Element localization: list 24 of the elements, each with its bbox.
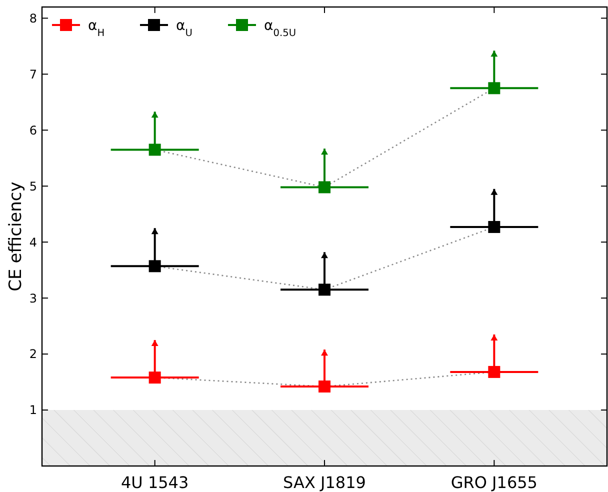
legend-label: α$_{U}$: [176, 18, 192, 38]
y-tick-label: 2: [29, 347, 37, 362]
point: [318, 380, 330, 393]
y-tick-label: 7: [29, 67, 37, 82]
point: [148, 144, 161, 156]
point: [318, 284, 330, 296]
x-tick-label: 4U 1543: [120, 473, 189, 492]
y-tick-label: 5: [29, 179, 37, 194]
y-tick-label: 1: [29, 403, 37, 418]
y-tick-label: 4: [29, 235, 37, 250]
x-tick-label: GRO J1655: [450, 473, 538, 492]
point: [488, 220, 500, 233]
legend-label: α$_{H}$: [88, 18, 105, 38]
y-axis-title: CE efficiency: [6, 182, 26, 292]
point: [488, 366, 500, 378]
point: [318, 181, 330, 194]
point: [148, 372, 161, 384]
y-tick-label: 8: [29, 11, 37, 26]
y-tick-label: 3: [29, 291, 37, 306]
x-tick-label: SAX J1819: [283, 473, 366, 492]
y-tick-label: 6: [29, 123, 37, 138]
legend-label: α$_{0.5U}$: [264, 18, 296, 38]
point: [148, 260, 161, 272]
point: [488, 82, 500, 94]
